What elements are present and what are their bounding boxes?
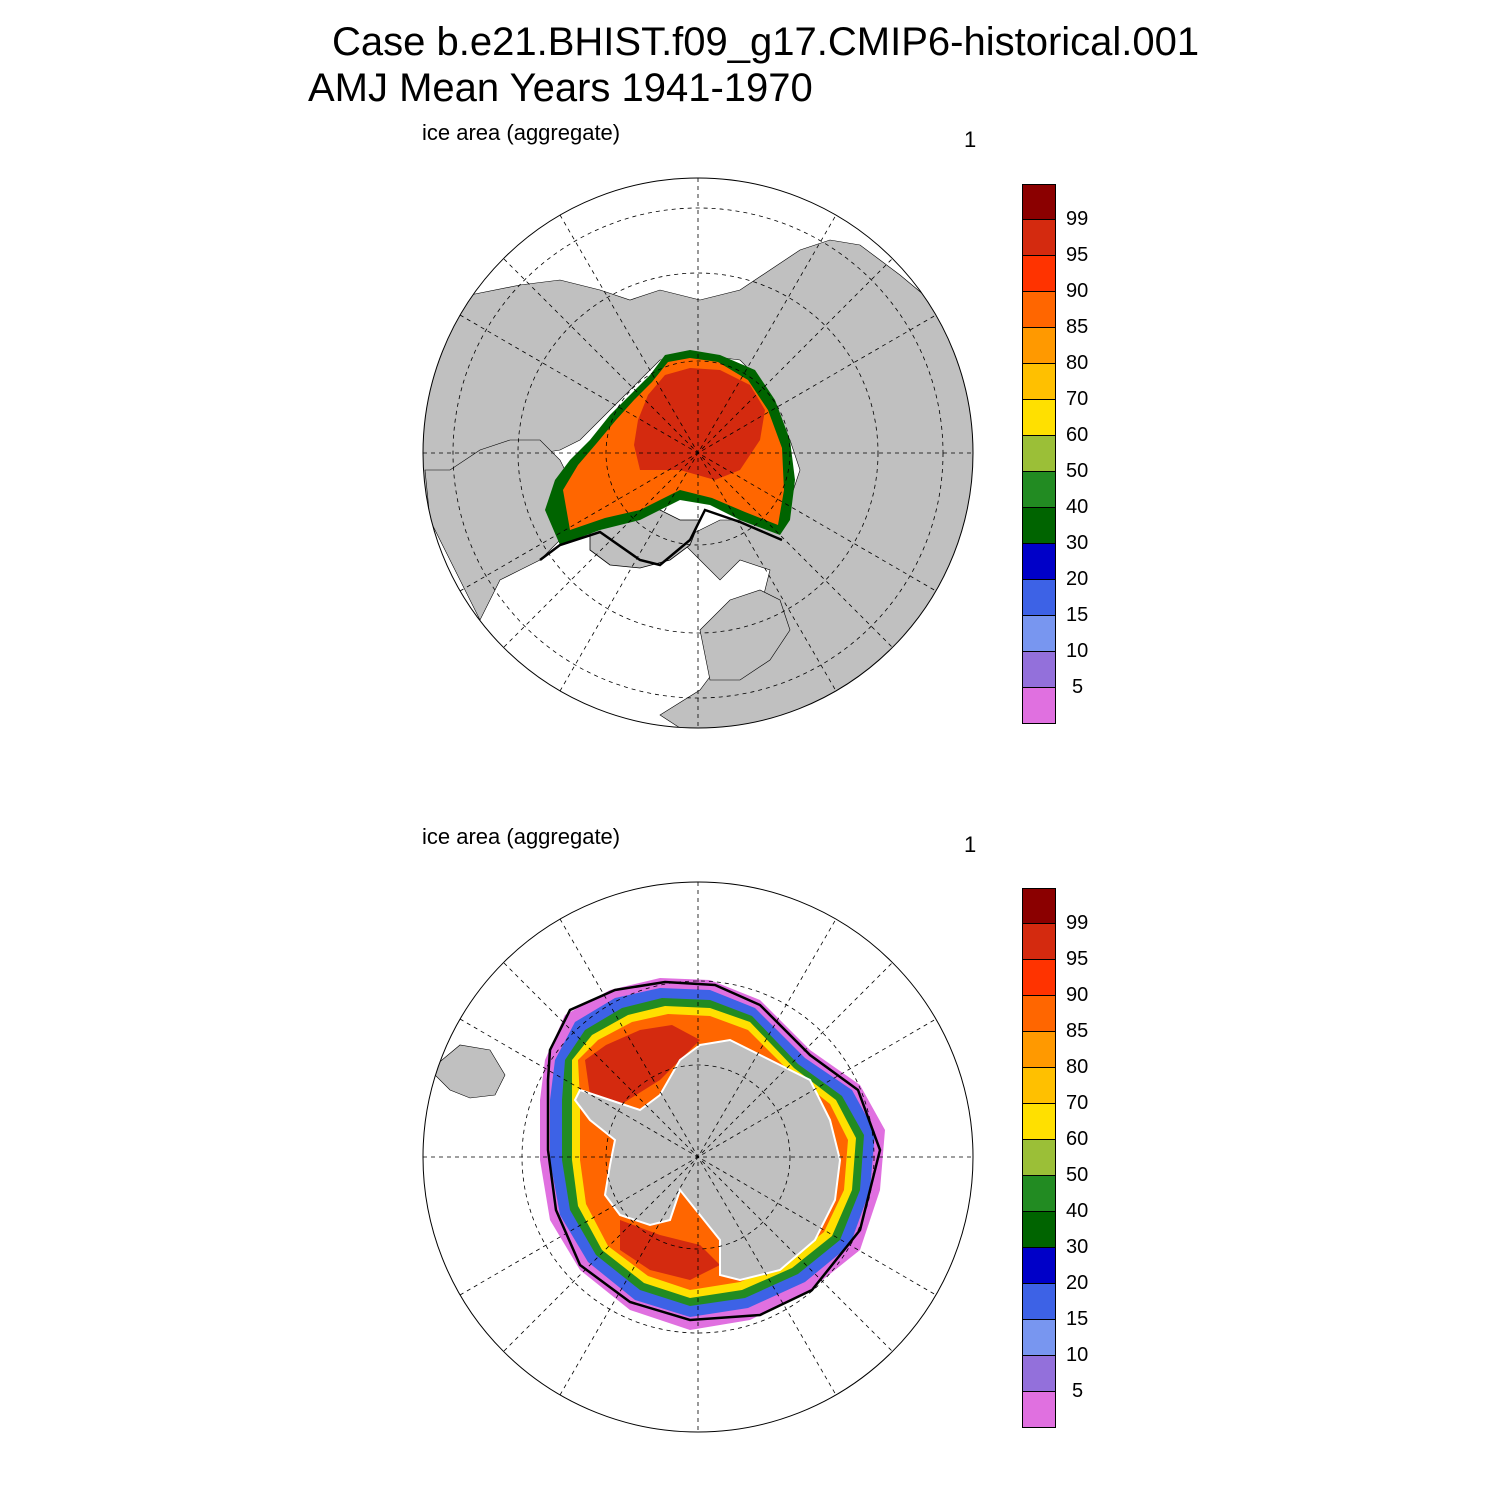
south-colorbar-level-label: 85 (1066, 1020, 1089, 1042)
south-colorbar-swatch (1022, 996, 1056, 1032)
north-colorbar-swatch (1022, 544, 1056, 580)
north-colorbar-level-label: 20 (1066, 568, 1089, 590)
south-colorbar-level-label: 60 (1066, 1128, 1089, 1150)
south-ice-dense (585, 1025, 720, 1280)
north-colorbar-level-label: 15 (1066, 604, 1089, 626)
south-land-antarctica (573, 1038, 842, 1282)
north-colorbar-level-label: 40 (1066, 496, 1089, 518)
south-colorbar-swatch (1022, 1140, 1056, 1176)
south-colorbar-swatch (1022, 924, 1056, 960)
north-colorbar-swatch (1022, 436, 1056, 472)
south-colorbar-level-label: 10 (1066, 1344, 1089, 1366)
south-colorbar-swatch (1022, 888, 1056, 924)
south-colorbar-level-label: 40 (1066, 1200, 1089, 1222)
south-land-southamerica (429, 1044, 506, 1099)
title-case: Case b.e21.BHIST.f09_g17.CMIP6-historica… (332, 20, 1200, 64)
north-colorbar-level-label: 99 (1066, 208, 1089, 230)
north-graticule (423, 178, 973, 728)
north-colorbar-swatch (1022, 472, 1056, 508)
south-colorbar-swatch (1022, 1104, 1056, 1140)
south-colorbar-level-label: 50 (1066, 1164, 1089, 1186)
north-colorbar-swatch (1022, 652, 1056, 688)
south-colorbar-level-label: 80 (1066, 1056, 1089, 1078)
north-colorbar-swatch (1022, 328, 1056, 364)
south-polar-map (422, 881, 974, 1433)
south-colorbar-swatch (1022, 1356, 1056, 1392)
north-colorbar-level-label: 95 (1066, 244, 1089, 266)
south-colorbar-level-label: 5 (1072, 1380, 1084, 1402)
north-colorbar-level-label: 5 (1072, 676, 1084, 698)
north-land-scandinavia (699, 589, 791, 681)
north-ice-core (634, 368, 765, 480)
south-ice-edge-line (546, 980, 882, 1322)
south-colorbar-swatch (1022, 1392, 1056, 1428)
south-colorbar-level-label: 70 (1066, 1092, 1089, 1114)
north-colorbar-level-label: 90 (1066, 280, 1089, 302)
north-colorbar-level-label: 50 (1066, 460, 1089, 482)
south-colorbar-swatch (1022, 1176, 1056, 1212)
south-colorbar-swatch (1022, 1032, 1056, 1068)
north-colorbar-swatch (1022, 220, 1056, 256)
north-colorbar (1022, 184, 1056, 724)
south-colorbar-swatch (1022, 960, 1056, 996)
south-colorbar (1022, 888, 1056, 1428)
south-colorbar-level-label: 15 (1066, 1308, 1089, 1330)
north-colorbar-level-label: 85 (1066, 316, 1089, 338)
north-polar-map (422, 177, 974, 729)
south-colorbar-level-label: 99 (1066, 912, 1089, 934)
south-colorbar-level-label: 90 (1066, 984, 1089, 1006)
north-colorbar-level-label: 80 (1066, 352, 1089, 374)
north-ice-edge-line (539, 508, 783, 567)
north-colorbar-swatch (1022, 184, 1056, 220)
north-colorbar-level-label: 60 (1066, 424, 1089, 446)
north-colorbar-level-label: 70 (1066, 388, 1089, 410)
north-colorbar-swatch (1022, 400, 1056, 436)
north-colorbar-swatch (1022, 688, 1056, 724)
south-colorbar-swatch (1022, 1248, 1056, 1284)
north-colorbar-swatch (1022, 580, 1056, 616)
title-period: AMJ Mean Years 1941-1970 (308, 66, 813, 110)
north-panel-label: ice area (aggregate) (422, 120, 621, 145)
south-colorbar-level-label: 95 (1066, 948, 1089, 970)
south-graticule (423, 882, 973, 1432)
north-colorbar-swatch (1022, 508, 1056, 544)
south-colorbar-swatch (1022, 1212, 1056, 1248)
north-colorbar-swatch (1022, 364, 1056, 400)
north-land-eurasia (423, 239, 973, 728)
south-panel-label: ice area (aggregate) (422, 824, 621, 849)
south-colorbar-swatch (1022, 1320, 1056, 1356)
north-colorbar-swatch (1022, 616, 1056, 652)
north-colorbar-level-label: 30 (1066, 532, 1089, 554)
south-panel-number: 1 (964, 832, 977, 857)
south-colorbar-swatch (1022, 1068, 1056, 1104)
north-colorbar-swatch (1022, 292, 1056, 328)
south-colorbar-level-label: 20 (1066, 1272, 1089, 1294)
north-panel-number: 1 (964, 127, 977, 152)
north-colorbar-swatch (1022, 256, 1056, 292)
south-colorbar-swatch (1022, 1284, 1056, 1320)
north-colorbar-level-label: 10 (1066, 640, 1089, 662)
south-colorbar-level-label: 30 (1066, 1236, 1089, 1258)
